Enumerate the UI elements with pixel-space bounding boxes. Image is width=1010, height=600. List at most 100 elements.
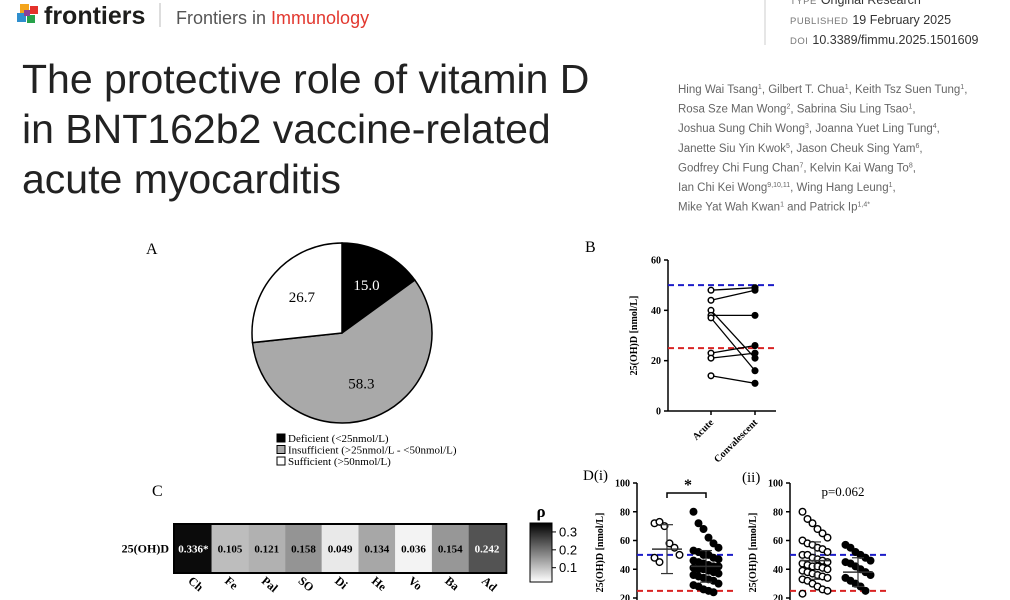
data-point <box>823 558 832 567</box>
y-tick-label: 80 <box>773 507 783 518</box>
data-point <box>813 525 822 534</box>
article-title: The protective role of vitamin D <box>22 56 589 102</box>
author-affiliation: 2 <box>786 104 790 111</box>
author-separator: , <box>912 104 915 116</box>
data-point <box>689 507 698 516</box>
meta-value: Original Research <box>821 0 921 7</box>
data-point <box>861 586 870 595</box>
meta-label: DOI <box>790 36 808 47</box>
author-separator: , <box>893 182 896 194</box>
data-point <box>751 286 759 294</box>
significance-bracket <box>666 492 707 498</box>
panel-label: C <box>152 483 163 500</box>
data-point <box>655 517 664 526</box>
data-point <box>665 539 674 548</box>
meta-line: TYPE Original Research <box>790 0 921 7</box>
author-separator: , <box>919 143 922 155</box>
author-affiliation: 5 <box>786 143 790 150</box>
data-point <box>751 379 759 387</box>
heatmap-cell <box>285 525 322 572</box>
author-separator: , <box>964 84 967 96</box>
data-point <box>751 349 759 357</box>
author-affiliation: 1 <box>845 84 849 91</box>
article-title: in BNT162b2 vaccine-related <box>22 106 551 152</box>
author-affiliation: 3 <box>805 123 809 130</box>
author-name: Rosa Sze Man Wong <box>678 104 786 116</box>
slice-label: 58.3 <box>348 376 374 392</box>
slice-label: 15.0 <box>353 278 379 294</box>
pie-slice <box>251 279 433 424</box>
data-point <box>823 533 832 542</box>
series-line <box>710 309 756 359</box>
y-axis-label: 25(OH)D [nmol/L] <box>629 296 640 376</box>
author-affiliation: 1 <box>889 182 893 189</box>
meta-line: PUBLISHED 19 February 2025 <box>790 13 951 27</box>
author-separator: , <box>849 84 855 96</box>
logo-text: frontiers <box>44 2 145 30</box>
colorbar <box>529 522 553 583</box>
data-point <box>751 367 759 375</box>
y-tick-label: 20 <box>773 594 783 600</box>
data-point <box>699 525 708 534</box>
author-affiliation: 1 <box>908 104 912 111</box>
author-name: Mike Yat Wah Kwan <box>678 202 780 214</box>
data-point <box>823 586 832 595</box>
meta-value: 19 February 2025 <box>852 13 951 27</box>
y-tick-label: 100 <box>615 479 630 490</box>
heatmap-cell <box>248 525 286 572</box>
x-tick-label: Convalescent <box>712 417 760 465</box>
journal-prefix: Frontiers in <box>176 8 266 28</box>
data-point <box>675 550 684 559</box>
y-tick-label: 20 <box>651 356 661 367</box>
series-line <box>710 317 756 372</box>
author-line: Ian Chi Kei Wong9,10,11, Wing Hang Leung… <box>678 182 896 194</box>
p-value-label: p=0.062 <box>821 484 864 499</box>
heatmap-cell <box>468 525 506 572</box>
author-affiliation: 6 <box>915 143 919 150</box>
author-line: Rosa Sze Man Wong2, Sabrina Siu Ling Tsa… <box>678 104 916 116</box>
legend-swatch <box>276 445 286 454</box>
cell-label: 0.154 <box>438 544 463 556</box>
column-label: Pal <box>259 574 281 596</box>
column-label: Di <box>332 574 351 593</box>
author-separator: , <box>913 162 916 174</box>
author-affiliation: 1 <box>960 84 964 91</box>
significance-label: * <box>684 477 692 494</box>
author-separator: , <box>790 182 796 194</box>
cell-label: 0.242 <box>475 544 500 556</box>
logo-mark <box>17 4 38 23</box>
meta-label: TYPE <box>790 0 817 7</box>
author-affiliation: 1,4* <box>857 202 870 209</box>
author-line: Joshua Sung Chih Wong3, Joanna Yuet Ling… <box>678 123 940 135</box>
column-label: He <box>369 574 390 595</box>
panel-label: D(i) <box>583 468 608 484</box>
data-point <box>714 569 723 578</box>
data-point <box>670 543 679 552</box>
data-point <box>707 314 715 322</box>
data-point <box>714 579 723 588</box>
y-axis-label: 25(OH)D [nmol/L] <box>595 513 606 593</box>
data-point <box>846 543 855 552</box>
legend-label: Insufficient (>25nmol/L - <50nmol/L) <box>288 445 457 457</box>
author-name: Keith Tsz Suen Tung <box>855 84 960 96</box>
column-label: Ad <box>479 574 500 595</box>
data-point <box>704 533 713 542</box>
author-line: Godfrey Chi Fung Chan7, Kelvin Kai Wang … <box>678 162 916 174</box>
data-point <box>707 286 715 294</box>
colorbar-label: ρ <box>536 502 545 521</box>
data-point <box>694 519 703 528</box>
slice-label: 26.7 <box>289 290 316 306</box>
author-separator: , <box>809 123 815 135</box>
author-line: Janette Siu Yin Kwok5, Jason Cheuk Sing … <box>678 143 923 155</box>
cell-label: 0.121 <box>254 544 279 556</box>
y-tick-label: 100 <box>768 479 783 490</box>
x-tick-label: Acute <box>691 417 717 443</box>
cell-label: 0.036 <box>401 544 426 556</box>
data-point <box>714 555 723 564</box>
data-point <box>751 342 759 350</box>
series-line <box>710 375 756 384</box>
data-point <box>751 311 759 319</box>
legend-label: Deficient (<25nmol/L) <box>288 433 389 445</box>
